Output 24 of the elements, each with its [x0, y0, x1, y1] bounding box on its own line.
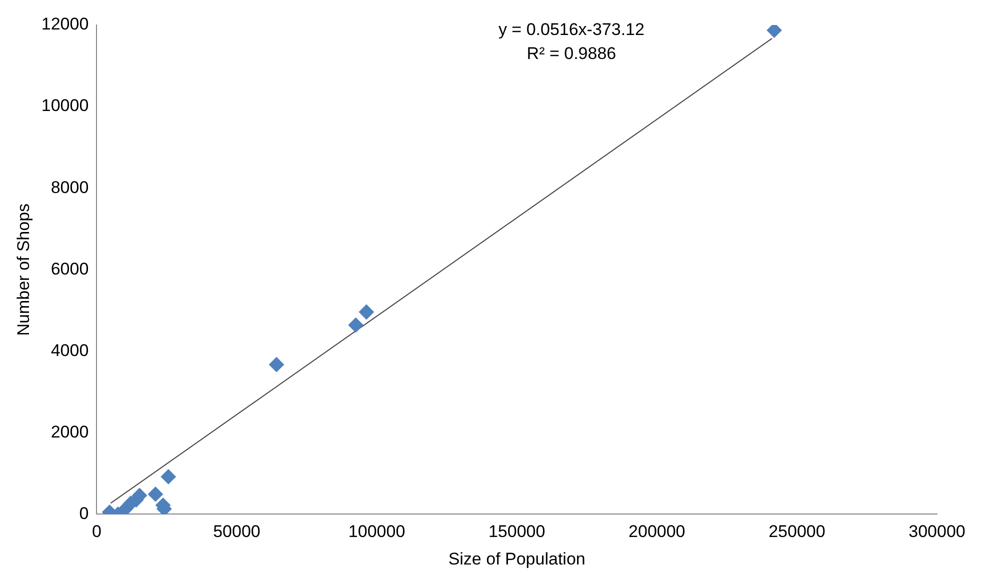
point	[358, 304, 374, 320]
x-tick-label: 200000	[628, 522, 686, 542]
point	[348, 318, 364, 333]
point	[160, 469, 176, 484]
point	[148, 486, 163, 502]
x-tick-label: 0	[92, 522, 102, 542]
y-tick-label: 0	[79, 504, 89, 523]
point	[766, 25, 782, 38]
y-tick-label: 2000	[50, 422, 89, 442]
y-tick-label: 6000	[50, 259, 89, 278]
y-tick-label: 8000	[50, 178, 89, 197]
annotation: y = 0.0516x-373.12	[498, 20, 644, 40]
y-tick-label: 4000	[50, 340, 89, 360]
x-tick-label: 100000	[348, 522, 406, 542]
x-tick-label: 250000	[768, 522, 826, 542]
point	[269, 357, 284, 372]
y-tick-label: 12000	[41, 14, 89, 34]
y-tick-label: 10000	[41, 96, 89, 116]
x-tick-label: 150000	[488, 522, 546, 542]
x-tick-label: 300000	[908, 522, 966, 542]
x-axis-title: Size of Population	[448, 549, 586, 568]
y-axis-title: Number of Shops	[14, 203, 33, 336]
x-tick-label: 50000	[213, 522, 260, 542]
annotation: R² = 0.9886	[526, 44, 616, 64]
